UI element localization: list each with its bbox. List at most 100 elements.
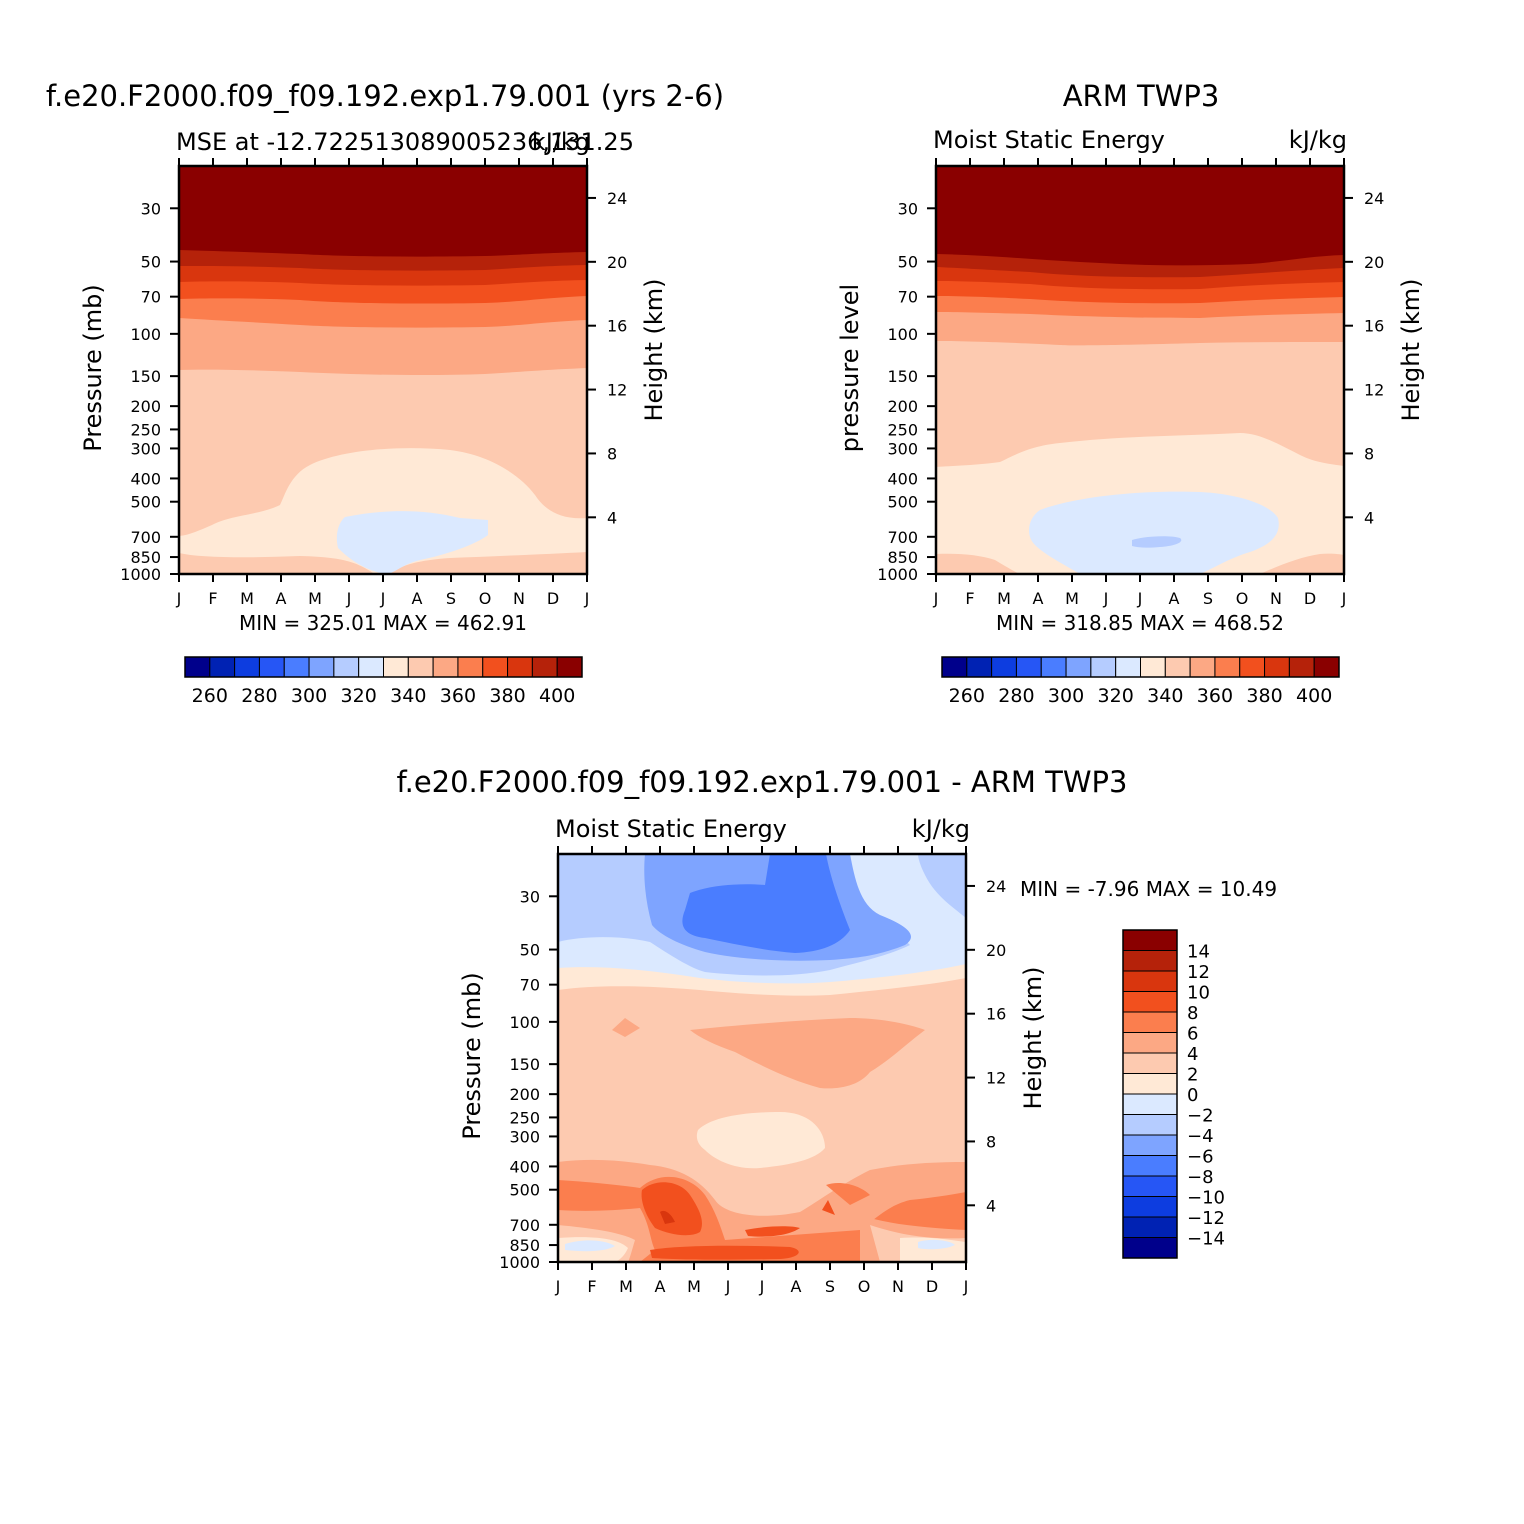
- height-tick-label: 24: [986, 877, 1006, 896]
- colorbar-label: 320: [1098, 685, 1134, 707]
- colorbar-label: 340: [1147, 685, 1183, 707]
- y2-axis-label: Height (km): [640, 279, 668, 422]
- month-label: J: [555, 1277, 561, 1296]
- panel1-subtitle-left: MSE at -12.722513089005236,131.25: [176, 128, 634, 156]
- colorbar-label: 360: [1197, 685, 1233, 707]
- month-label: F: [208, 589, 217, 608]
- pressure-tick-label: 1000: [120, 565, 161, 584]
- month-label: F: [965, 589, 974, 608]
- colorbar-box: [1140, 656, 1166, 678]
- colorbar-box: [1122, 1114, 1178, 1136]
- colorbar-box: [1122, 929, 1178, 951]
- height-tick-label: 16: [607, 317, 627, 336]
- colorbar-box: [1122, 1032, 1178, 1054]
- panel3-fill-4to6-upper: [690, 1018, 925, 1089]
- colorbar-box: [1214, 656, 1241, 678]
- colorbar-frame: [1122, 929, 1178, 1259]
- colorbar-box: [531, 656, 558, 678]
- panel3-fill-m8tom6: [682, 854, 850, 953]
- panel-difference: f.e20.F2000.f09_f09.192.exp1.79.001 - AR…: [397, 765, 1278, 1296]
- colorbar-box: [1122, 970, 1178, 992]
- month-label: A: [791, 1277, 802, 1296]
- pressure-tick-label: 30: [141, 199, 161, 218]
- pressure-tick-label: 200: [130, 397, 161, 416]
- month-label: A: [1033, 589, 1044, 608]
- pressure-tick-label: 300: [509, 1127, 540, 1146]
- month-label: M: [619, 1277, 633, 1296]
- panel-model-mse: f.e20.F2000.f09_f09.192.exp1.79.001 (yrs…: [46, 79, 724, 635]
- colorbar-label: 300: [1048, 685, 1084, 707]
- pressure-tick-label: 50: [141, 253, 161, 272]
- colorbar-box: [209, 656, 236, 678]
- colorbar-box: [1122, 1011, 1178, 1033]
- pressure-tick-label: 500: [130, 493, 161, 512]
- month-label: S: [825, 1277, 835, 1296]
- colorbar-label: 6: [1187, 1024, 1198, 1045]
- pressure-tick-label: 700: [509, 1216, 540, 1235]
- panel1-colorbar-bar: 260 280 300 320 340 360 380 400: [184, 656, 583, 707]
- colorbar-box: [1122, 1155, 1178, 1177]
- colorbar-box: [407, 656, 434, 678]
- height-tick-label: 4: [1364, 508, 1374, 527]
- month-label: N: [892, 1277, 904, 1296]
- colorbar-box: [556, 656, 583, 678]
- panel2-fill-400: [936, 166, 1344, 266]
- y-axis-label: Pressure (mb): [458, 972, 486, 1139]
- colorbar-box: [432, 656, 459, 678]
- panel2-fill-315: [1132, 536, 1182, 548]
- month-label: J: [725, 1277, 731, 1296]
- y-axis-label: Pressure (mb): [79, 284, 107, 451]
- height-tick-label: 20: [1364, 253, 1384, 272]
- panel1-fill-400: [179, 166, 587, 257]
- colorbar-label: −4: [1187, 1126, 1214, 1147]
- colorbar-label: 280: [241, 685, 277, 707]
- colorbar-label: −6: [1187, 1147, 1214, 1168]
- colorbar-box: [1264, 656, 1290, 678]
- panel3-minmax: MIN = -7.96 MAX = 10.49: [1020, 877, 1277, 901]
- height-tick-label: 4: [986, 1196, 996, 1215]
- panel1-fill: [179, 166, 587, 574]
- colorbar-box: [1122, 1175, 1178, 1197]
- minmax-label: MIN = 325.01 MAX = 462.91: [239, 611, 527, 635]
- colorbar-label: 280: [998, 685, 1034, 707]
- panel2-colorbar-bar: 260 280 300 320 340 360 380 400: [941, 656, 1340, 707]
- colorbar-label: 360: [440, 685, 476, 707]
- pressure-tick-label: 300: [887, 439, 918, 458]
- colorbar-label: −2: [1187, 1106, 1214, 1127]
- pressure-tick-label: 400: [887, 469, 918, 488]
- height-tick-label: 16: [1364, 317, 1384, 336]
- y-axis-label: pressure level: [836, 284, 864, 452]
- pressure-tick-label: 200: [509, 1085, 540, 1104]
- colorbar-box: [1122, 1073, 1178, 1095]
- colorbar-box: [1122, 1093, 1178, 1115]
- panel3-fill-8to10-upper: [641, 1182, 702, 1236]
- panel3-fill-4to6-small: [612, 1018, 640, 1037]
- colorbar-label: 400: [539, 685, 575, 707]
- month-label: S: [1203, 589, 1213, 608]
- panel1-fill-325: [336, 511, 488, 574]
- month-label: O: [1236, 589, 1249, 608]
- month-label: S: [446, 589, 456, 608]
- month-label: A: [655, 1277, 666, 1296]
- panel-arm-twp3: ARM TWP3 Moist Static Energy kJ/kg 30 50 7…: [836, 79, 1425, 635]
- colorbar-box: [941, 656, 968, 678]
- panel3-subtitle-left: Moist Static Energy: [555, 815, 787, 843]
- month-label: J: [1103, 589, 1109, 608]
- panel3-fill-8to10-lower: [650, 1200, 835, 1260]
- colorbar-box: [1122, 991, 1178, 1013]
- height-tick-label: 12: [607, 381, 627, 400]
- colorbar-label: 14: [1187, 942, 1210, 963]
- colorbar-label: 0: [1187, 1085, 1198, 1106]
- colorbar-box: [991, 656, 1017, 678]
- colorbar-box: [1313, 656, 1340, 678]
- pressure-tick-label: 250: [887, 420, 918, 439]
- colorbar-box: [258, 656, 285, 678]
- pressure-tick-label: 500: [509, 1181, 540, 1200]
- panel3-fill-4to6-sides: [558, 1208, 966, 1262]
- colorbar-box: [333, 656, 360, 678]
- colorbar-box: [482, 656, 509, 678]
- colorbar-box: [1122, 1196, 1178, 1218]
- colorbar-label: 380: [489, 685, 525, 707]
